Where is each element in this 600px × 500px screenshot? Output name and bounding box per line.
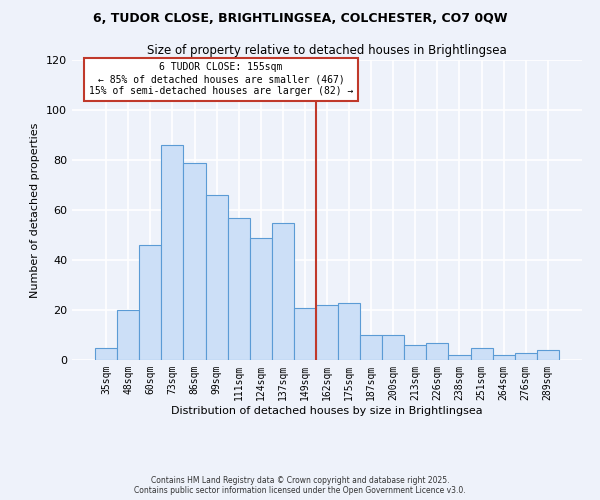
Bar — [493, 355, 515, 360]
Bar — [161, 145, 184, 360]
Bar — [117, 310, 139, 360]
Bar — [382, 335, 404, 360]
Bar — [316, 305, 338, 360]
X-axis label: Distribution of detached houses by size in Brightlingsea: Distribution of detached houses by size … — [171, 406, 483, 415]
Bar — [139, 245, 161, 360]
Bar — [404, 345, 427, 360]
Bar — [227, 218, 250, 360]
Bar — [206, 195, 227, 360]
Bar — [427, 342, 448, 360]
Bar — [294, 308, 316, 360]
Bar — [360, 335, 382, 360]
Bar — [515, 352, 537, 360]
Bar — [338, 302, 360, 360]
Bar — [184, 162, 206, 360]
Text: 6, TUDOR CLOSE, BRIGHTLINGSEA, COLCHESTER, CO7 0QW: 6, TUDOR CLOSE, BRIGHTLINGSEA, COLCHESTE… — [93, 12, 507, 26]
Text: 6 TUDOR CLOSE: 155sqm
← 85% of detached houses are smaller (467)
15% of semi-det: 6 TUDOR CLOSE: 155sqm ← 85% of detached … — [89, 62, 353, 96]
Bar — [250, 238, 272, 360]
Bar — [448, 355, 470, 360]
Text: Contains HM Land Registry data © Crown copyright and database right 2025.
Contai: Contains HM Land Registry data © Crown c… — [134, 476, 466, 495]
Title: Size of property relative to detached houses in Brightlingsea: Size of property relative to detached ho… — [147, 44, 507, 58]
Bar — [470, 348, 493, 360]
Bar — [272, 222, 294, 360]
Y-axis label: Number of detached properties: Number of detached properties — [31, 122, 40, 298]
Bar — [537, 350, 559, 360]
Bar — [95, 348, 117, 360]
